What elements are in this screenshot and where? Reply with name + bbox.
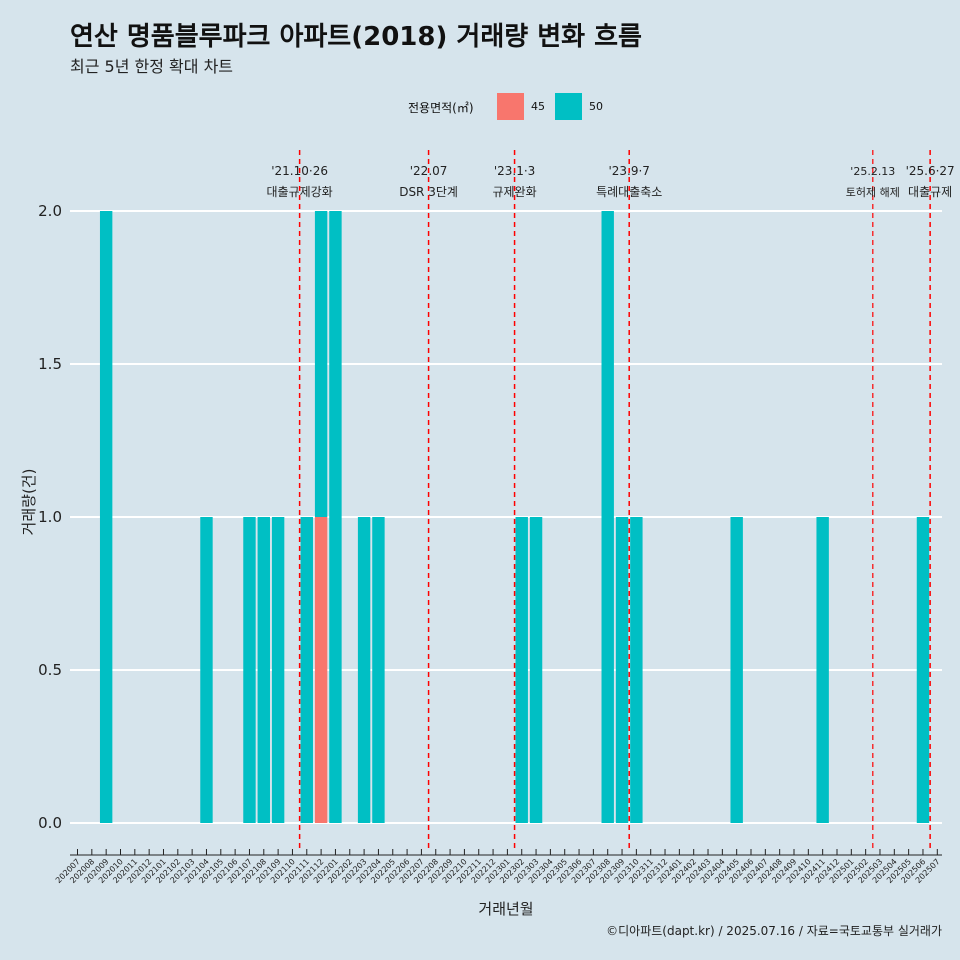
bar-202303-50 — [529, 517, 543, 823]
y-tick-label: 1.5 — [38, 355, 62, 373]
bar-202112-45 — [314, 517, 328, 823]
event-label: 대출규제 — [908, 185, 952, 199]
event-date: '21.10·26 — [271, 164, 328, 178]
chart-subtitle: 최근 5년 한정 확대 차트 — [70, 57, 234, 76]
event-label: DSR 3단계 — [399, 185, 458, 199]
event-date: '23.9·7 — [608, 164, 649, 178]
bar-202112-50 — [314, 211, 328, 517]
bar-202109-50 — [271, 517, 285, 823]
bar-202204-50 — [372, 517, 385, 823]
bar-202308-50 — [601, 211, 614, 823]
bar-202107-50 — [243, 517, 256, 823]
bar-202108-50 — [257, 517, 270, 823]
event-label: 대출규제강화 — [266, 185, 332, 199]
bar-202111-50 — [300, 517, 313, 823]
bar-202201-50 — [329, 211, 342, 823]
x-axis-title: 거래년월 — [478, 900, 533, 918]
y-axis-title: 거래량(건) — [20, 469, 38, 536]
bar-202310-50 — [630, 517, 643, 823]
event-date: '25.6·27 — [906, 164, 955, 178]
event-date: '23.1·3 — [494, 164, 535, 178]
legend-key-45 — [497, 93, 524, 120]
legend-label-50: 50 — [589, 100, 603, 113]
bar-202309-50 — [615, 517, 629, 823]
bar-202302-50 — [515, 517, 528, 823]
bar-202203-50 — [357, 517, 371, 823]
event-label: 토허제 해제 — [846, 185, 900, 199]
chart-caption: ©디아파트(dapt.kr) / 2025.07.16 / 자료=국토교통부 실… — [606, 924, 942, 938]
legend-label-45: 45 — [531, 100, 545, 113]
bar-202405-50 — [730, 517, 743, 823]
y-tick-label: 0.5 — [38, 661, 62, 679]
event-label: 규제완화 — [492, 185, 536, 199]
legend: 전용면적(㎡) 45 50 — [0, 93, 960, 121]
bar-202506-50 — [916, 517, 930, 823]
y-tick-label: 1.0 — [38, 508, 62, 526]
y-tick-label: 0.0 — [38, 814, 62, 832]
legend-key-50 — [555, 93, 582, 120]
event-date: '25.2.13 — [850, 165, 895, 178]
bar-202009-50 — [99, 211, 113, 823]
legend-title: 전용면적(㎡) — [408, 101, 474, 115]
event-label: 특례대출축소 — [596, 185, 662, 199]
chart-title: 연산 명품블루파크 아파트(2018) 거래량 변화 흐름 — [70, 22, 642, 52]
bar-202104-50 — [200, 517, 213, 823]
event-date: '22.07 — [410, 164, 448, 178]
y-tick-label: 2.0 — [38, 202, 62, 220]
bar-202411-50 — [816, 517, 829, 823]
